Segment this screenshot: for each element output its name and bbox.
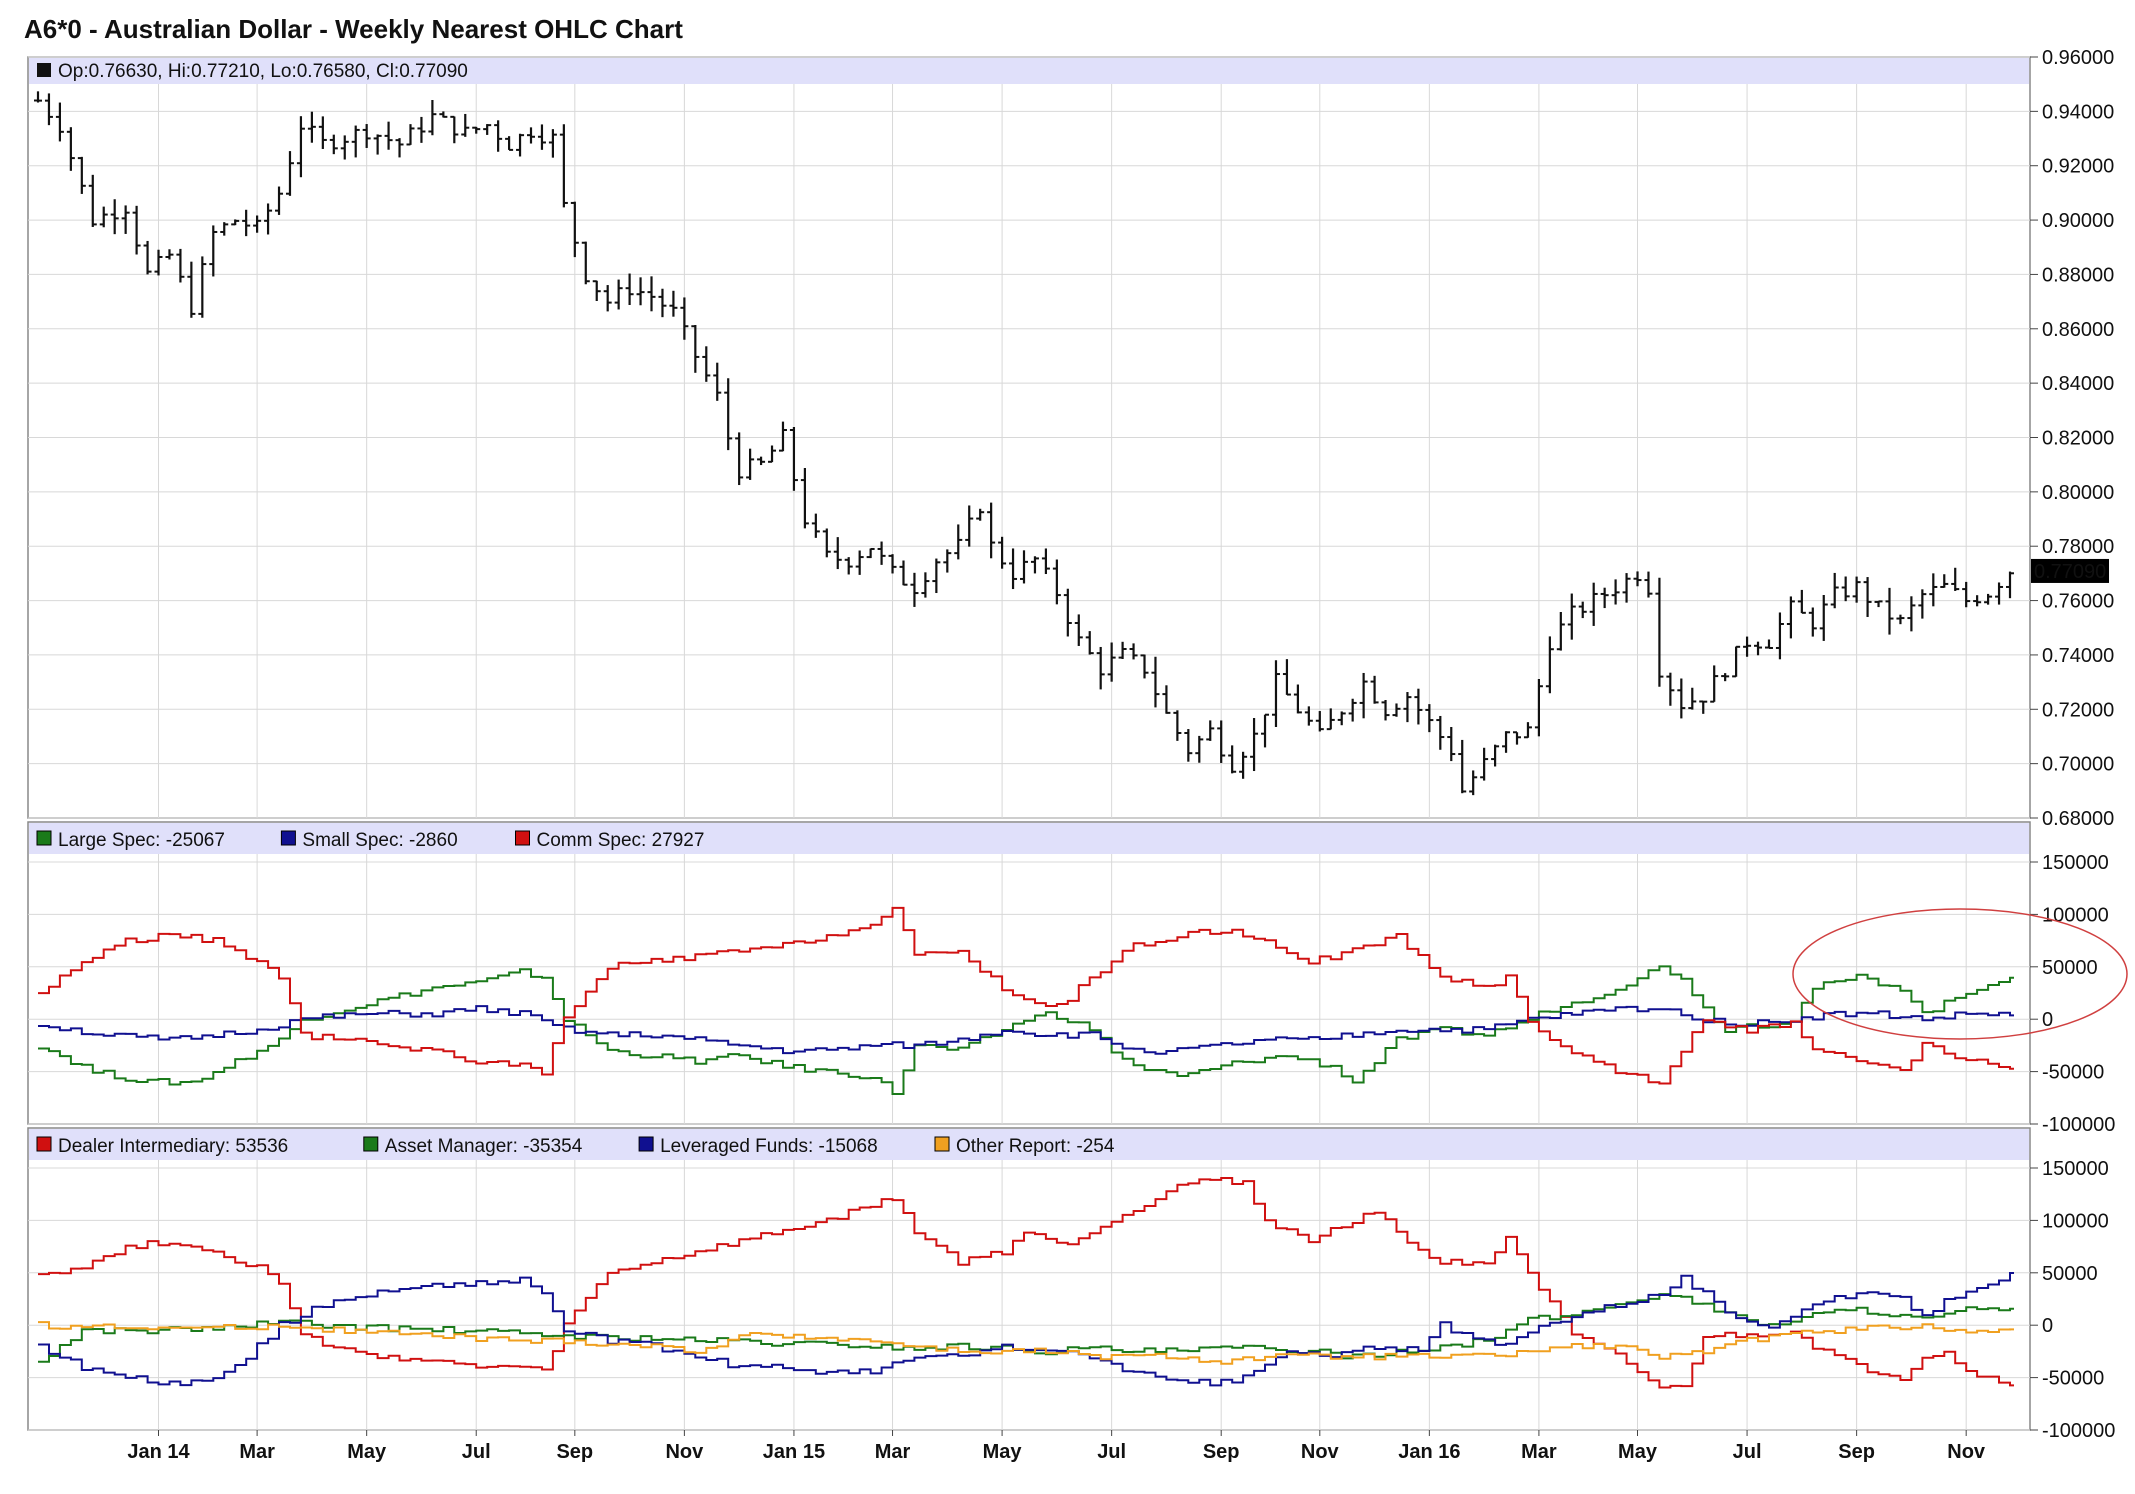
panel-2-ytick-label: -100000: [2042, 1420, 2115, 1442]
legend-swatch-1-2: [515, 830, 530, 846]
panel-2-ytick-label: -50000: [2042, 1368, 2104, 1390]
xtick-label: May: [1618, 1441, 1658, 1463]
panel-2-legend-band: [29, 1129, 2029, 1160]
panel-1-ytick-label: 50000: [2042, 957, 2098, 979]
xtick-label: Mar: [875, 1441, 911, 1463]
panel-0-ytick-label: 0.90000: [2042, 210, 2114, 232]
xtick-label: Nov: [665, 1441, 704, 1463]
xtick-label: Jul: [462, 1441, 491, 1463]
xtick-label: Nov: [1947, 1441, 1986, 1463]
panel-1-ytick-label: 100000: [2042, 904, 2109, 926]
legend-swatch-2-1: [363, 1136, 379, 1152]
series-line-1-1: [38, 1005, 2014, 1055]
legend-label-2-3: Other Report: -254: [956, 1136, 1115, 1157]
series-line-1-0: [38, 965, 2014, 1095]
xtick-label: Nov: [1301, 1441, 1340, 1463]
panel-2-ytick-label: 0: [2042, 1315, 2053, 1337]
series-line-2-3: [38, 1321, 2014, 1365]
panel-2-ytick-label: 50000: [2042, 1263, 2098, 1285]
panel-0-ytick-label: 0.96000: [2042, 47, 2114, 69]
panel-1-legend-band: [29, 823, 2029, 854]
legend-swatch-2-2: [638, 1136, 654, 1152]
panel-1-ytick-label: -100000: [2042, 1114, 2115, 1136]
series-line-1-2: [38, 906, 2014, 1085]
xtick-label: Jan 16: [1398, 1441, 1460, 1463]
panel-0-legend-band: [29, 58, 2029, 84]
xtick-label: Sep: [1838, 1441, 1875, 1463]
last-value-box: [2031, 558, 2109, 583]
panel-2-ytick-label: 150000: [2042, 1158, 2109, 1180]
xtick-label: Jul: [1097, 1441, 1126, 1463]
annotation-ellipse: [1792, 908, 2128, 1040]
panel-0-ytick-label: 0.88000: [2042, 264, 2114, 286]
series-line-2-0: [38, 1177, 2014, 1389]
panel-0-ytick-label: 0.76000: [2042, 591, 2114, 613]
panel-0-ytick-label: 0.70000: [2042, 754, 2114, 776]
chart-title: A6*0 - Australian Dollar - Weekly Neares…: [24, 14, 683, 44]
price-legend-swatch: [37, 63, 51, 77]
panel-0-ytick-label: 0.82000: [2042, 428, 2114, 450]
legend-swatch-2-0: [36, 1136, 52, 1152]
panel-0-ytick-label: 0.74000: [2042, 645, 2114, 667]
legend-swatch-1-1: [280, 830, 296, 846]
panel-1-ytick-label: -50000: [2042, 1062, 2104, 1084]
panel-2-frame: [27, 1127, 2031, 1431]
xtick-label: Jan 15: [763, 1441, 825, 1463]
xtick-label: Jan 14: [127, 1441, 190, 1463]
panel-1-ytick-label: 0: [2042, 1009, 2053, 1031]
xtick-label: Sep: [556, 1441, 593, 1463]
panel-0-ytick-label: 0.86000: [2042, 319, 2114, 341]
legend-swatch-1-0: [36, 830, 52, 846]
panel-0-ytick-label: 0.78000: [2042, 536, 2114, 558]
panel-1-frame: [27, 821, 2031, 1125]
panel-1-ytick-label: 150000: [2042, 852, 2109, 874]
panel-0-ytick-label: 0.84000: [2042, 373, 2114, 395]
price-legend-text: Op:0.76630, Hi:0.77210, Lo:0.76580, Cl:0…: [58, 61, 468, 82]
legend-label-1-2: Comm Spec: 27927: [537, 830, 705, 851]
legend-label-2-1: Asset Manager: -35354: [385, 1136, 583, 1157]
xtick-label: Sep: [1203, 1441, 1240, 1463]
legend-label-2-0: Dealer Intermediary: 53536: [58, 1136, 288, 1157]
legend-label-2-2: Leveraged Funds: -15068: [660, 1136, 878, 1157]
panel-2-ytick-label: 100000: [2042, 1210, 2109, 1232]
legend-swatch-2-3: [934, 1136, 950, 1152]
xtick-label: Jul: [1733, 1441, 1762, 1463]
xtick-label: Mar: [1521, 1441, 1557, 1463]
price-bars: [34, 91, 2014, 796]
xtick-label: May: [347, 1441, 387, 1463]
panel-0-ytick-label: 0.80000: [2042, 482, 2114, 504]
panel-0-ytick-label: 0.94000: [2042, 101, 2114, 123]
panel-0-ytick-label: 0.72000: [2042, 699, 2114, 721]
panel-0-ytick-label: 0.92000: [2042, 156, 2114, 178]
xtick-label: May: [983, 1441, 1023, 1463]
legend-label-1-0: Large Spec: -25067: [58, 830, 225, 851]
panel-0-ytick-label: 0.68000: [2042, 808, 2114, 830]
xtick-label: Mar: [239, 1441, 275, 1463]
legend-label-1-1: Small Spec: -2860: [302, 830, 457, 851]
last-value-label: 0.77090: [2034, 561, 2106, 583]
